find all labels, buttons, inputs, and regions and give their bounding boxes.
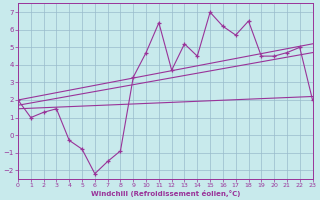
X-axis label: Windchill (Refroidissement éolien,°C): Windchill (Refroidissement éolien,°C) bbox=[91, 190, 240, 197]
